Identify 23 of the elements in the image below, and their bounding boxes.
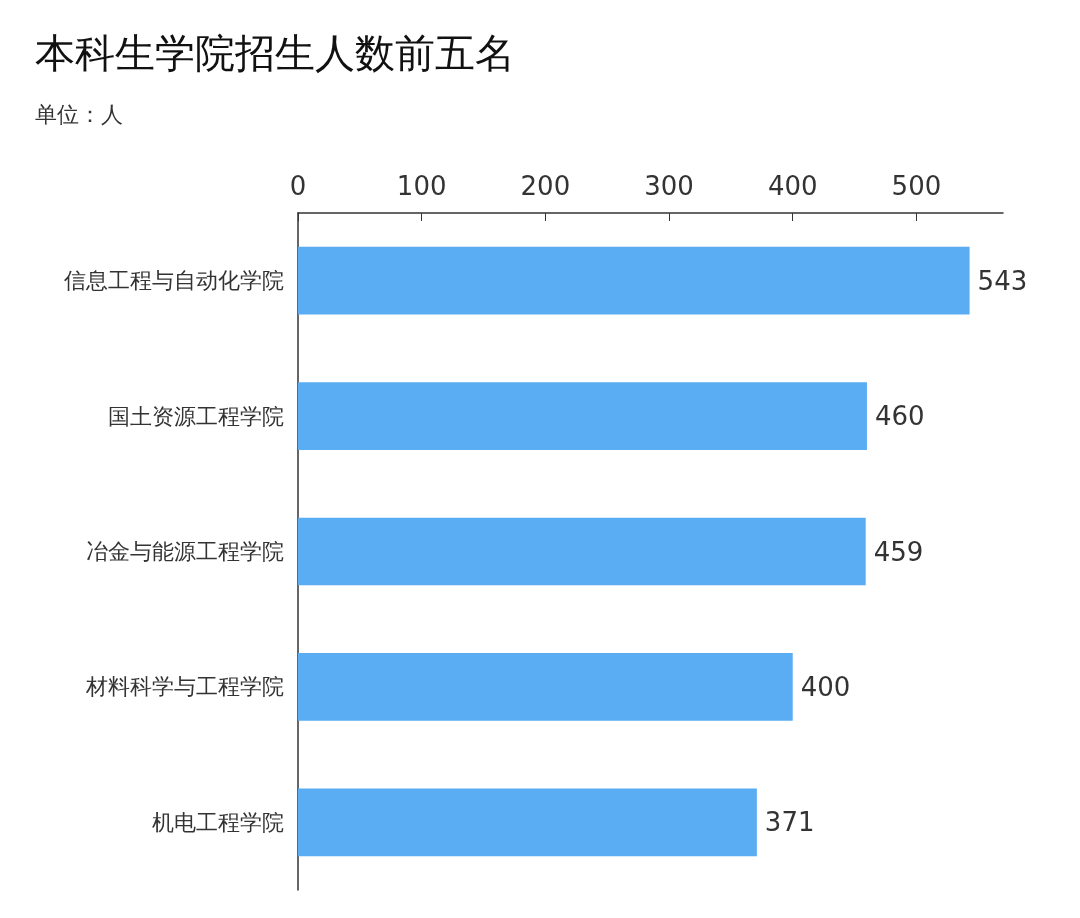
y-tick-label: 信息工程与自动化学院 — [64, 268, 284, 294]
bar — [298, 517, 866, 586]
data-label: 460 — [874, 401, 925, 432]
text: 单位：人 — [35, 101, 123, 127]
y-tick-label: 材料科学与工程学院 — [85, 674, 284, 700]
x-tick-label: 300 — [644, 171, 694, 201]
x-tick-label: 100 — [396, 171, 447, 201]
x-tick-label: 200 — [520, 171, 571, 201]
data-label: 543 — [977, 265, 1028, 296]
bar — [298, 382, 867, 450]
y-tick-label: 冶金与能源工程学院 — [86, 539, 284, 564]
x-tick-label: 500 — [891, 171, 942, 201]
bar — [298, 246, 970, 315]
chart-title: 本科生学院招生人数前五名 — [35, 30, 515, 76]
data-label: 459 — [873, 536, 924, 567]
y-tick-label: 机电工程学院 — [152, 809, 284, 835]
x-tick-label: 0 — [289, 171, 307, 201]
bar — [298, 653, 793, 721]
y-tick-label: 国土资源工程学院 — [108, 403, 284, 429]
data-label: 400 — [800, 671, 851, 702]
x-tick-label: 400 — [767, 171, 818, 201]
data-label: 371 — [764, 807, 815, 838]
bar — [298, 788, 757, 857]
